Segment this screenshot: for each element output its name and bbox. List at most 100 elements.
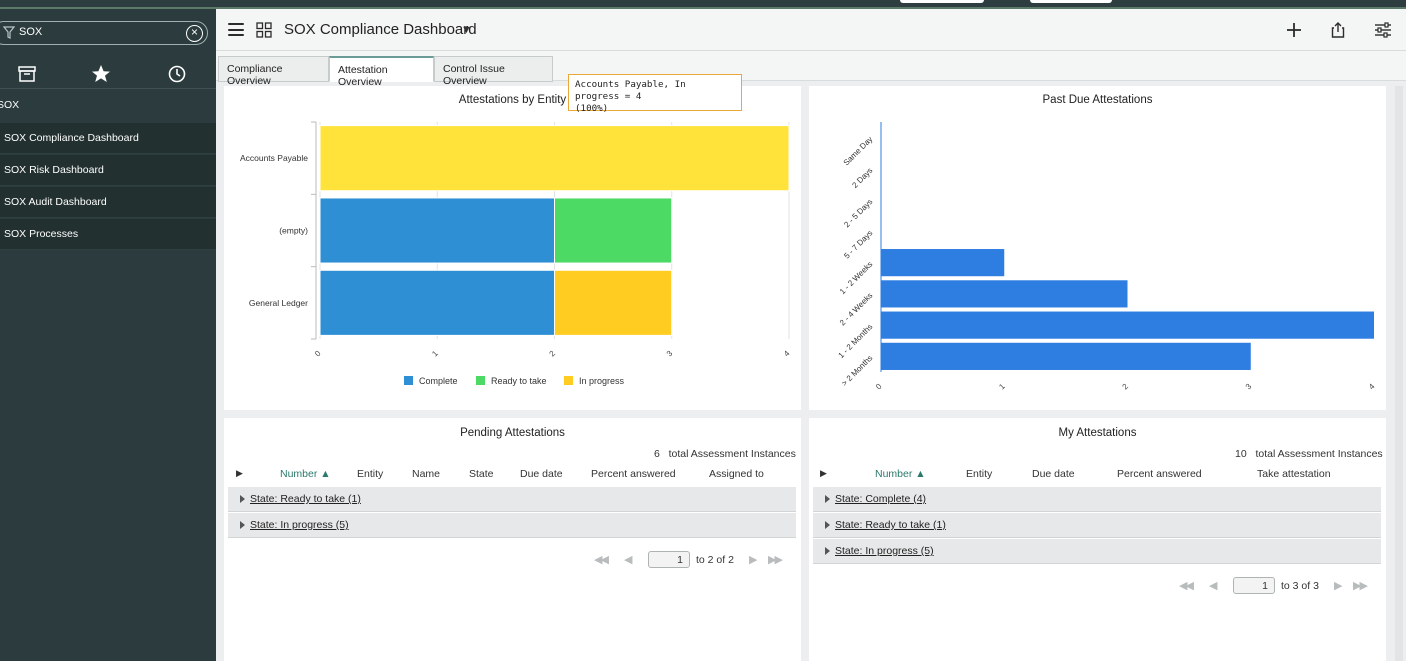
column-number[interactable]: Number ▲ [280,468,331,480]
expand-icon[interactable] [825,521,830,529]
prev-page-icon[interactable]: ◀ [1209,580,1218,592]
group-link[interactable]: State: In progress (5) [250,519,349,531]
expand-icon[interactable] [825,547,830,555]
x-tick-label: 3 [1244,382,1254,392]
my-total-count: 10 total Assessment Instances [1235,448,1383,460]
y-category-label: General Ledger [249,298,308,308]
page-number-input[interactable]: 1 [648,551,690,568]
add-icon[interactable] [1284,20,1304,40]
expand-icon[interactable] [240,521,245,529]
history-clock-icon[interactable] [165,63,189,85]
tooltip-line: (100%) [575,103,609,114]
x-tick-label: 1 [997,382,1007,392]
legend-swatch [564,376,573,385]
pending-table-header: ▶ Number ▲ Entity Name State Due date Pe… [228,463,796,485]
y-category-label: 1 - 2 Weeks [838,260,874,296]
attestations-by-entity-widget: Attestations by Entity 0 1 2 3 4 Accounts Pay… [224,86,801,410]
sidebar-item-sox-risk-dashboard[interactable]: SOX Risk Dashboard [0,155,216,186]
column-percent-answered[interactable]: Percent answered [1117,468,1202,480]
x-tick-label: 1 [430,349,440,359]
group-row[interactable]: State: Ready to take (1) [813,513,1381,538]
my-count-label: total Assessment Instances [1255,448,1383,460]
archive-icon[interactable] [15,63,39,85]
column-due-date[interactable]: Due date [520,468,563,480]
bar-segment [319,269,555,336]
column-number[interactable]: Number ▲ [875,468,926,480]
x-tick-label: 2 [1121,382,1131,392]
bar-segment [554,197,673,264]
group-link[interactable]: State: Ready to take (1) [250,493,361,505]
group-link[interactable]: State: In progress (5) [835,545,934,557]
top-bar-control[interactable] [900,0,984,3]
sidebar-section-sox[interactable]: SOX [0,99,20,111]
filter-navigator[interactable]: SOX × [0,21,208,45]
group-link[interactable]: State: Ready to take (1) [835,519,946,531]
column-entity[interactable]: Entity [966,468,993,480]
column-name[interactable]: Name [412,468,441,480]
legend-label: Ready to take [491,376,547,386]
my-table-header: ▶ Number ▲ Entity Due date Percent answe… [813,463,1381,485]
column-entity[interactable]: Entity [357,468,384,480]
legend-swatch [404,376,413,385]
column-take-attestation[interactable]: Take attestation [1257,468,1331,480]
share-icon[interactable] [1328,20,1348,40]
group-row[interactable]: State: In progress (5) [813,539,1381,564]
tab-compliance-overview[interactable]: Compliance Overview [218,56,329,87]
attestations-by-entity-chart[interactable]: 0 1 2 3 4 Accounts Payable (empty) General Ledg… [224,86,801,410]
dashboards-grid-icon[interactable] [256,22,272,38]
expand-all-icon[interactable]: ▶ [236,468,243,478]
first-page-icon[interactable]: ◀◀ [594,554,609,566]
dashboard-tabs: Compliance Overview Attestation Overview… [216,51,1406,88]
dashboard-title[interactable]: SOX Compliance Dashboard [284,21,477,38]
page-number-input[interactable]: 1 [1233,577,1275,594]
tab-control-issue-overview[interactable]: Control Issue Overview [434,56,553,87]
top-bar-edge [0,7,1406,9]
settings-sliders-icon[interactable] [1373,20,1393,40]
past-due-attestations-title: Past Due Attestations [1042,94,1153,106]
top-bar-control[interactable] [1030,0,1112,3]
dashboard-header: SOX Compliance Dashboard ▼ [216,9,1406,51]
group-row[interactable]: State: Complete (4) [813,487,1381,512]
legend-label: Complete [419,376,458,386]
pending-total-count: 6 total Assessment Instances [654,448,796,460]
column-due-date[interactable]: Due date [1032,468,1075,480]
dashboard-select-caret-icon[interactable]: ▼ [461,24,472,36]
group-row[interactable]: State: Ready to take (1) [228,487,796,512]
column-state[interactable]: State [469,468,494,480]
tooltip-line: Accounts Payable, In progress = 4 [575,79,686,102]
filter-input[interactable]: SOX [19,26,43,38]
expand-all-icon[interactable]: ▶ [820,468,827,478]
x-tick-label: 4 [1367,382,1377,392]
sidebar-tabs [0,59,216,89]
sidebar-item-sox-compliance-dashboard[interactable]: SOX Compliance Dashboard [0,123,216,154]
next-page-icon[interactable]: ▶ [1334,580,1343,592]
first-page-icon[interactable]: ◀◀ [1179,580,1194,592]
column-assigned-to[interactable]: Assigned to [709,468,764,480]
expand-icon[interactable] [825,495,830,503]
expand-icon[interactable] [240,495,245,503]
attestations-by-entity-title: Attestations by Entity [458,94,567,106]
next-page-icon[interactable]: ▶ [749,554,758,566]
clear-filter-icon[interactable]: × [186,25,203,42]
my-pagination: ◀◀ ◀ 1 to 3 of 3 ▶ ▶▶ [1177,577,1377,595]
prev-page-icon[interactable]: ◀ [624,554,633,566]
y-category-label: 5 - 7 Days [842,228,874,260]
favorites-star-icon[interactable] [89,63,113,85]
sidebar-item-sox-audit-dashboard[interactable]: SOX Audit Dashboard [0,187,216,218]
dashboard-scrollbar[interactable] [1395,86,1403,661]
group-row[interactable]: State: In progress (5) [228,513,796,538]
my-attestations-widget: My Attestations 10 total Assessment Inst… [809,418,1386,661]
menu-icon[interactable] [228,23,244,36]
y-category-label: (empty) [279,226,308,236]
sidebar-item-sox-processes[interactable]: SOX Processes [0,219,216,250]
last-page-icon[interactable]: ▶▶ [1353,580,1368,592]
legend-label: In progress [579,376,625,386]
tab-attestation-overview[interactable]: Attestation Overview [329,56,434,88]
bar [881,342,1251,370]
last-page-icon[interactable]: ▶▶ [768,554,783,566]
group-link[interactable]: State: Complete (4) [835,493,927,505]
navigator-sidebar: SOX × SOX SOX Compliance Dashboard SOX R… [0,9,216,661]
legend-swatch [476,376,485,385]
column-percent-answered[interactable]: Percent answered [591,468,676,480]
